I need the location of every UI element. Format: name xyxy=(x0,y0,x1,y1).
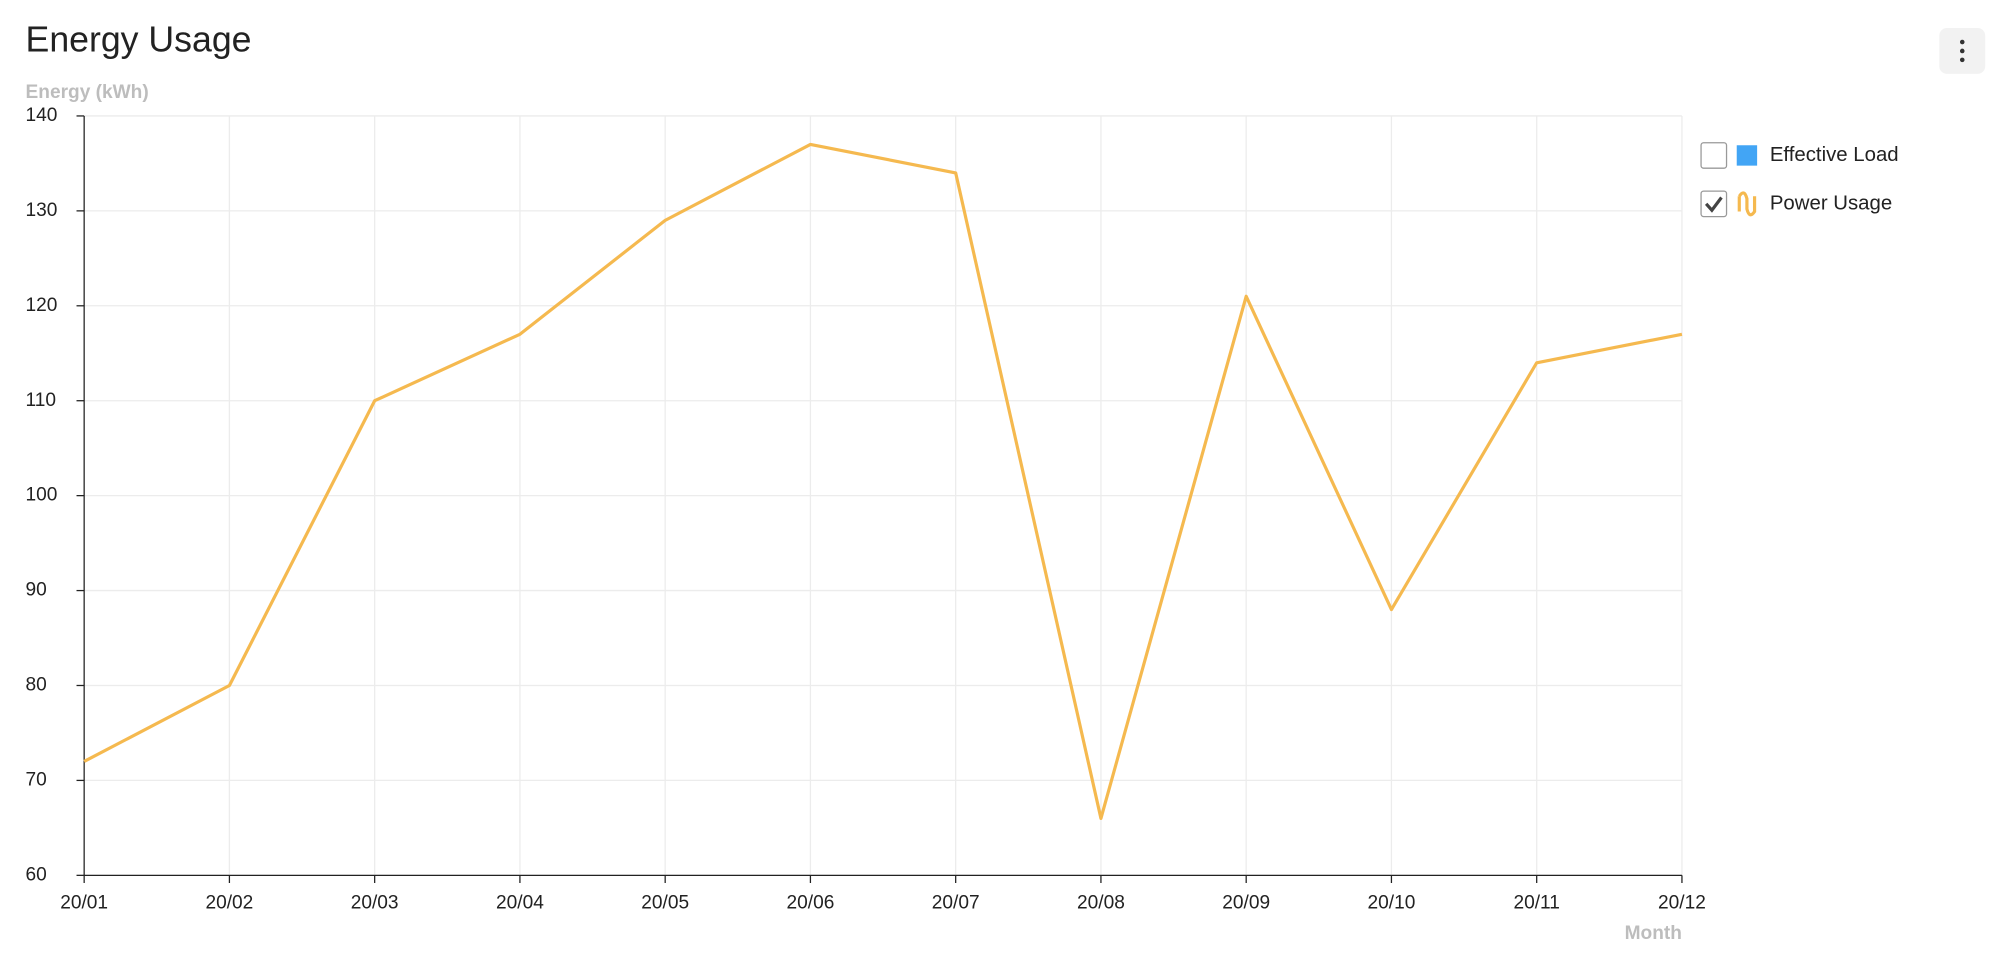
legend-swatch xyxy=(1736,145,1758,166)
x-tick-label: 20/06 xyxy=(787,892,835,913)
x-tick-label: 20/05 xyxy=(641,892,689,913)
y-tick-label: 100 xyxy=(26,485,58,506)
x-tick-label: 20/10 xyxy=(1368,892,1416,913)
menu-dot xyxy=(1959,48,1965,54)
y-tick-label: 70 xyxy=(26,769,47,790)
x-tick-label: 20/01 xyxy=(60,892,108,913)
x-tick-label: 20/08 xyxy=(1077,892,1125,913)
x-tick-label: 20/03 xyxy=(351,892,399,913)
y-tick-label: 60 xyxy=(26,864,47,885)
x-tick-label: 20/02 xyxy=(205,892,253,913)
legend-check xyxy=(1704,196,1723,213)
x-axis-label: Month xyxy=(1625,923,1682,944)
menu-dot xyxy=(1959,57,1965,63)
y-axis-label: Energy (kWh) xyxy=(26,82,149,103)
x-tick-label: 20/09 xyxy=(1222,892,1270,913)
y-tick-label: 130 xyxy=(26,200,58,221)
y-tick-label: 140 xyxy=(26,105,58,126)
x-tick-label: 20/04 xyxy=(496,892,544,913)
legend-label: Power Usage xyxy=(1770,192,1892,214)
chart-title: Energy Usage xyxy=(26,19,252,59)
legend-label: Effective Load xyxy=(1770,144,1899,166)
menu-dot xyxy=(1959,39,1965,45)
legend-item[interactable]: Effective Load xyxy=(1700,142,1899,169)
y-tick-label: 90 xyxy=(26,580,47,601)
y-tick-label: 110 xyxy=(26,390,56,411)
x-tick-label: 20/11 xyxy=(1513,892,1559,913)
legend-checkbox[interactable] xyxy=(1700,190,1728,218)
x-tick-label: 20/07 xyxy=(932,892,980,913)
y-tick-label: 80 xyxy=(26,675,47,696)
legend-swatch xyxy=(1737,191,1757,217)
menu-button[interactable] xyxy=(1939,28,1986,74)
data-line xyxy=(83,142,1683,820)
y-tick-label: 120 xyxy=(26,295,58,316)
x-tick-label: 20/12 xyxy=(1658,892,1706,913)
legend-item[interactable]: Power Usage xyxy=(1700,190,1892,218)
legend-checkbox[interactable] xyxy=(1700,142,1728,169)
